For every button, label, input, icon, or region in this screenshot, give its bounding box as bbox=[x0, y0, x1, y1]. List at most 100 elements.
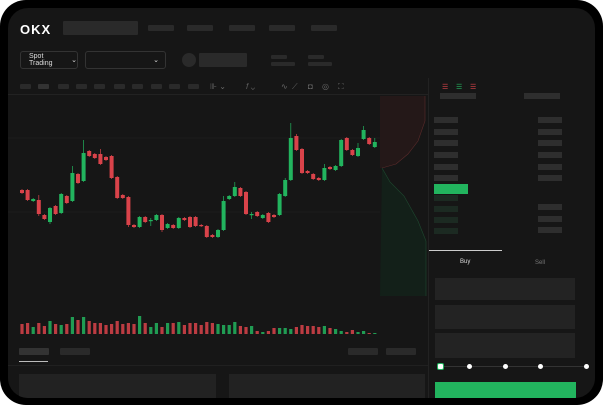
timeframe-button[interactable] bbox=[76, 84, 87, 89]
amount-slider[interactable] bbox=[437, 363, 589, 370]
volume-bar bbox=[272, 328, 276, 334]
candle bbox=[115, 176, 120, 199]
line-icon[interactable]: ∿ bbox=[281, 82, 288, 91]
candle bbox=[109, 155, 114, 179]
pair-dropdown[interactable]: ⌄ bbox=[85, 51, 166, 69]
candle bbox=[272, 214, 276, 218]
spot-trading-label: Spot Trading bbox=[29, 53, 53, 67]
candle bbox=[132, 224, 136, 228]
volume-bar bbox=[238, 326, 242, 334]
indicator-icon[interactable]: 𝑓 ⌄ bbox=[246, 82, 256, 91]
buy-tab[interactable]: Buy bbox=[460, 259, 471, 265]
volume-bar bbox=[222, 325, 226, 334]
slider-mark-50[interactable] bbox=[503, 364, 508, 369]
volume-bar bbox=[54, 324, 58, 334]
volume-bar bbox=[194, 323, 198, 334]
tab-open-orders[interactable] bbox=[19, 348, 49, 355]
candle bbox=[171, 224, 176, 229]
slider-mark-25[interactable] bbox=[467, 364, 472, 369]
candle-type-icon[interactable]: ⊪ ⌄ bbox=[210, 82, 226, 91]
nav-item[interactable] bbox=[187, 25, 213, 31]
amount-input[interactable] bbox=[435, 305, 575, 329]
volume-bar bbox=[278, 328, 282, 334]
timeframe-button[interactable] bbox=[151, 84, 162, 89]
orderbook-amount bbox=[538, 164, 562, 170]
candle bbox=[300, 148, 304, 174]
volume-bar bbox=[121, 324, 125, 334]
orderbook-price bbox=[434, 152, 458, 158]
volume-bar bbox=[182, 325, 186, 334]
nav-item[interactable] bbox=[269, 25, 295, 31]
volume-bar bbox=[233, 322, 237, 334]
volume-bar bbox=[339, 331, 343, 334]
orderbook-amount bbox=[538, 204, 562, 210]
candle bbox=[361, 126, 366, 140]
volume-bar bbox=[294, 327, 298, 334]
fullscreen-icon[interactable]: ⛶ bbox=[338, 82, 344, 91]
settings-icon[interactable]: ◎ bbox=[322, 82, 329, 91]
candle bbox=[199, 224, 204, 227]
nav-item[interactable] bbox=[229, 25, 255, 31]
volume-bar bbox=[154, 323, 158, 334]
timeframe-button[interactable] bbox=[20, 84, 31, 89]
timeframe-button[interactable] bbox=[132, 84, 143, 89]
sell-tab[interactable]: Sell bbox=[535, 260, 546, 266]
volume-bar bbox=[160, 327, 164, 334]
timeframe-button[interactable] bbox=[58, 84, 69, 89]
total-input[interactable] bbox=[435, 333, 575, 358]
orderbook-both-icon[interactable]: ☰ bbox=[442, 84, 449, 91]
volume-bar bbox=[98, 323, 102, 334]
volume-bar bbox=[42, 326, 46, 334]
orderbook-asks-icon[interactable]: ☰ bbox=[470, 84, 477, 91]
candle bbox=[277, 193, 282, 216]
volume-bar bbox=[362, 331, 366, 334]
orderbook-amount bbox=[538, 140, 562, 146]
timeframe-button[interactable] bbox=[169, 84, 180, 89]
pair-price bbox=[199, 53, 247, 67]
slider-mark-100[interactable] bbox=[584, 364, 589, 369]
candle bbox=[182, 217, 187, 221]
price-input[interactable] bbox=[435, 278, 575, 300]
timeframe-button[interactable] bbox=[94, 84, 105, 89]
slider-mark-75[interactable] bbox=[538, 364, 543, 369]
volume-bar bbox=[255, 331, 259, 334]
candle bbox=[98, 149, 103, 165]
search-input[interactable] bbox=[63, 21, 138, 35]
orderbook-amount bbox=[538, 227, 562, 233]
depth-chart bbox=[380, 96, 427, 296]
candle bbox=[232, 182, 237, 197]
volume-bar bbox=[149, 327, 153, 334]
coin-icon bbox=[182, 53, 196, 67]
buy-button[interactable] bbox=[435, 382, 576, 398]
timeframe-button[interactable] bbox=[114, 84, 125, 89]
orderbook-price bbox=[434, 195, 458, 201]
ruler-icon[interactable]: ⟋ bbox=[292, 82, 298, 91]
spot-trading-dropdown[interactable]: Spot Trading ⌄ bbox=[20, 51, 78, 69]
volume-bar bbox=[367, 333, 371, 334]
order-card bbox=[229, 374, 425, 398]
filter-button[interactable] bbox=[386, 348, 416, 355]
volume-bar bbox=[188, 323, 192, 334]
filter-button[interactable] bbox=[348, 348, 378, 355]
timeframe-button[interactable] bbox=[38, 84, 49, 89]
candlestick-chart[interactable] bbox=[8, 98, 428, 338]
camera-icon[interactable]: ◘ bbox=[308, 82, 313, 91]
volume-bar bbox=[166, 323, 170, 334]
candle bbox=[216, 229, 220, 238]
tab-order-history[interactable] bbox=[60, 348, 90, 355]
candle bbox=[120, 194, 125, 199]
orderbook-price bbox=[434, 228, 458, 234]
slider-handle[interactable] bbox=[437, 363, 444, 370]
timeframe-button[interactable] bbox=[188, 84, 199, 89]
volume-bar bbox=[87, 321, 91, 334]
orderbook-amount bbox=[538, 216, 562, 222]
candle bbox=[322, 164, 327, 181]
nav-item[interactable] bbox=[148, 25, 174, 31]
orderbook-bids-icon[interactable]: ☰ bbox=[456, 84, 463, 91]
orderbook-amount bbox=[524, 93, 560, 99]
nav-item[interactable] bbox=[311, 25, 337, 31]
candle bbox=[31, 198, 36, 202]
candle bbox=[283, 178, 288, 197]
volume-bar bbox=[205, 322, 209, 334]
candle bbox=[165, 223, 170, 229]
